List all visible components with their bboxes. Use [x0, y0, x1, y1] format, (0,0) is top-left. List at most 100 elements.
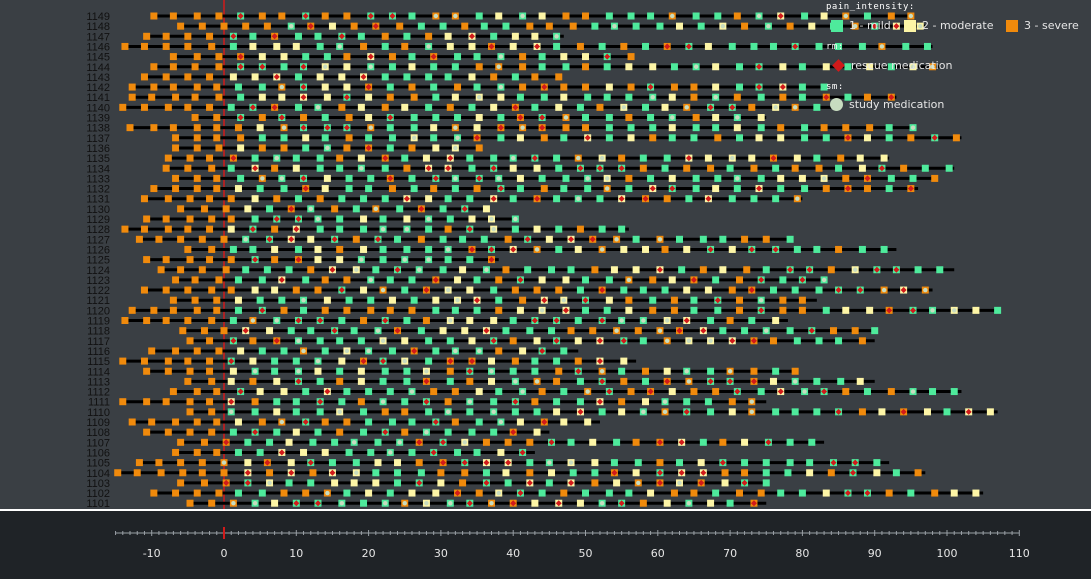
pain-record: [251, 73, 259, 81]
pain-record: [466, 154, 474, 162]
pain-record: [822, 185, 830, 193]
pain-record: [425, 73, 433, 81]
pain-record: [610, 266, 618, 274]
pain-record: [582, 53, 589, 61]
study-medication-marker: [686, 338, 692, 343]
pain-record: [213, 134, 221, 142]
study-medication-marker: [477, 348, 482, 354]
pain-record: [186, 499, 194, 507]
subject-row: [186, 408, 998, 416]
pain-record: [772, 164, 780, 172]
pain-record: [806, 469, 814, 477]
subject-row: [164, 154, 890, 162]
pain-record: [692, 12, 700, 20]
rescue-medication-marker: [432, 175, 439, 182]
pain-record: [271, 357, 279, 365]
pain-record: [863, 12, 871, 20]
pain-record: [234, 185, 242, 193]
pain-record: [381, 42, 389, 50]
rescue-medication-marker: [835, 287, 842, 294]
pain-record: [119, 357, 127, 365]
pain-record: [215, 144, 223, 152]
pain-record: [162, 32, 170, 40]
timeline-plot[interactable]: 1149114811471146114511441143114211411140…: [0, 0, 1091, 509]
study-medication-marker: [315, 105, 321, 110]
pain-record: [466, 317, 474, 324]
pain-record: [388, 296, 396, 304]
pain-record: [425, 225, 433, 233]
rescue-medication-marker: [447, 155, 454, 162]
pain-record: [642, 367, 650, 375]
pain-record: [444, 73, 452, 81]
study-medication-icon: [830, 98, 843, 111]
pain-record: [769, 337, 777, 345]
pain-record: [408, 63, 416, 71]
pain-record: [336, 256, 344, 264]
rescue-medication-marker: [490, 337, 497, 344]
pain-record: [562, 124, 570, 132]
pain-record: [605, 134, 613, 142]
pain-record: [425, 195, 433, 203]
pain-record: [459, 235, 467, 243]
pain-record: [249, 337, 257, 345]
pain-record: [307, 327, 315, 335]
pain-record: [177, 479, 185, 487]
rescue-medication-marker: [562, 307, 569, 314]
rescue-medication-marker: [669, 185, 676, 192]
timeline-plot-panel[interactable]: 1149 1148 1147 1146 1145 1144 1143 1142 1141 1140…: [0, 0, 1091, 509]
subject-row: [121, 225, 629, 233]
tick-label: 70: [723, 547, 737, 560]
pain-record: [639, 337, 647, 345]
pain-record: [735, 134, 743, 142]
pain-record: [779, 63, 787, 71]
pain-record: [707, 408, 715, 416]
pain-record: [538, 12, 546, 20]
pain-record: [446, 215, 454, 223]
pain-record: [162, 215, 170, 223]
pain-record: [793, 154, 801, 162]
pain-record: [634, 459, 642, 467]
pain-record: [410, 93, 418, 101]
pain-record: [164, 225, 172, 233]
study-medication-marker: [491, 409, 496, 415]
subject-row: [172, 134, 962, 142]
pain-record: [360, 245, 368, 253]
x-axis-panel[interactable]: -10 0 10 20 30 40 50 60 70 80 90 100 110: [0, 511, 1091, 579]
rescue-medication-marker: [230, 337, 237, 344]
x-axis[interactable]: -10 0 10 20 30 40 50 60 70 80 90 100 110: [0, 511, 1091, 579]
pain-record: [844, 93, 852, 101]
pain-record: [150, 185, 158, 193]
rescue-medication-marker: [468, 358, 475, 365]
pain-record: [750, 42, 758, 50]
legend-item-moderate: 2 - moderate: [904, 19, 994, 32]
pain-record: [321, 134, 329, 142]
pain-record: [150, 306, 158, 314]
pain-record: [511, 73, 519, 81]
pain-record: [439, 22, 447, 30]
pain-record: [345, 174, 353, 182]
pain-record: [244, 459, 252, 467]
pain-record: [381, 164, 389, 172]
pain-record: [357, 398, 365, 406]
pain-record: [735, 276, 743, 284]
study-medication-marker: [252, 501, 258, 506]
pain-record: [950, 489, 958, 497]
subject-label: 1145: [86, 52, 110, 64]
pain-record: [461, 469, 469, 477]
rescue-medication-marker: [423, 378, 430, 385]
pain-record: [835, 245, 843, 253]
legend-item-study: study medication: [830, 98, 944, 111]
subject-label: 1136: [86, 143, 110, 155]
rescue-medication-marker: [517, 114, 524, 121]
pain-record: [164, 154, 172, 162]
rescue-medication-marker: [873, 266, 880, 273]
pain-record: [172, 174, 180, 182]
pain-record: [280, 144, 288, 152]
study-medication-marker: [792, 379, 798, 384]
study-medication-marker: [554, 34, 559, 39]
rescue-medication-marker: [293, 500, 300, 507]
pain-record: [302, 144, 310, 152]
pain-record: [206, 195, 214, 203]
rescue-medication-marker: [678, 439, 685, 446]
study-medication-marker: [664, 338, 670, 343]
